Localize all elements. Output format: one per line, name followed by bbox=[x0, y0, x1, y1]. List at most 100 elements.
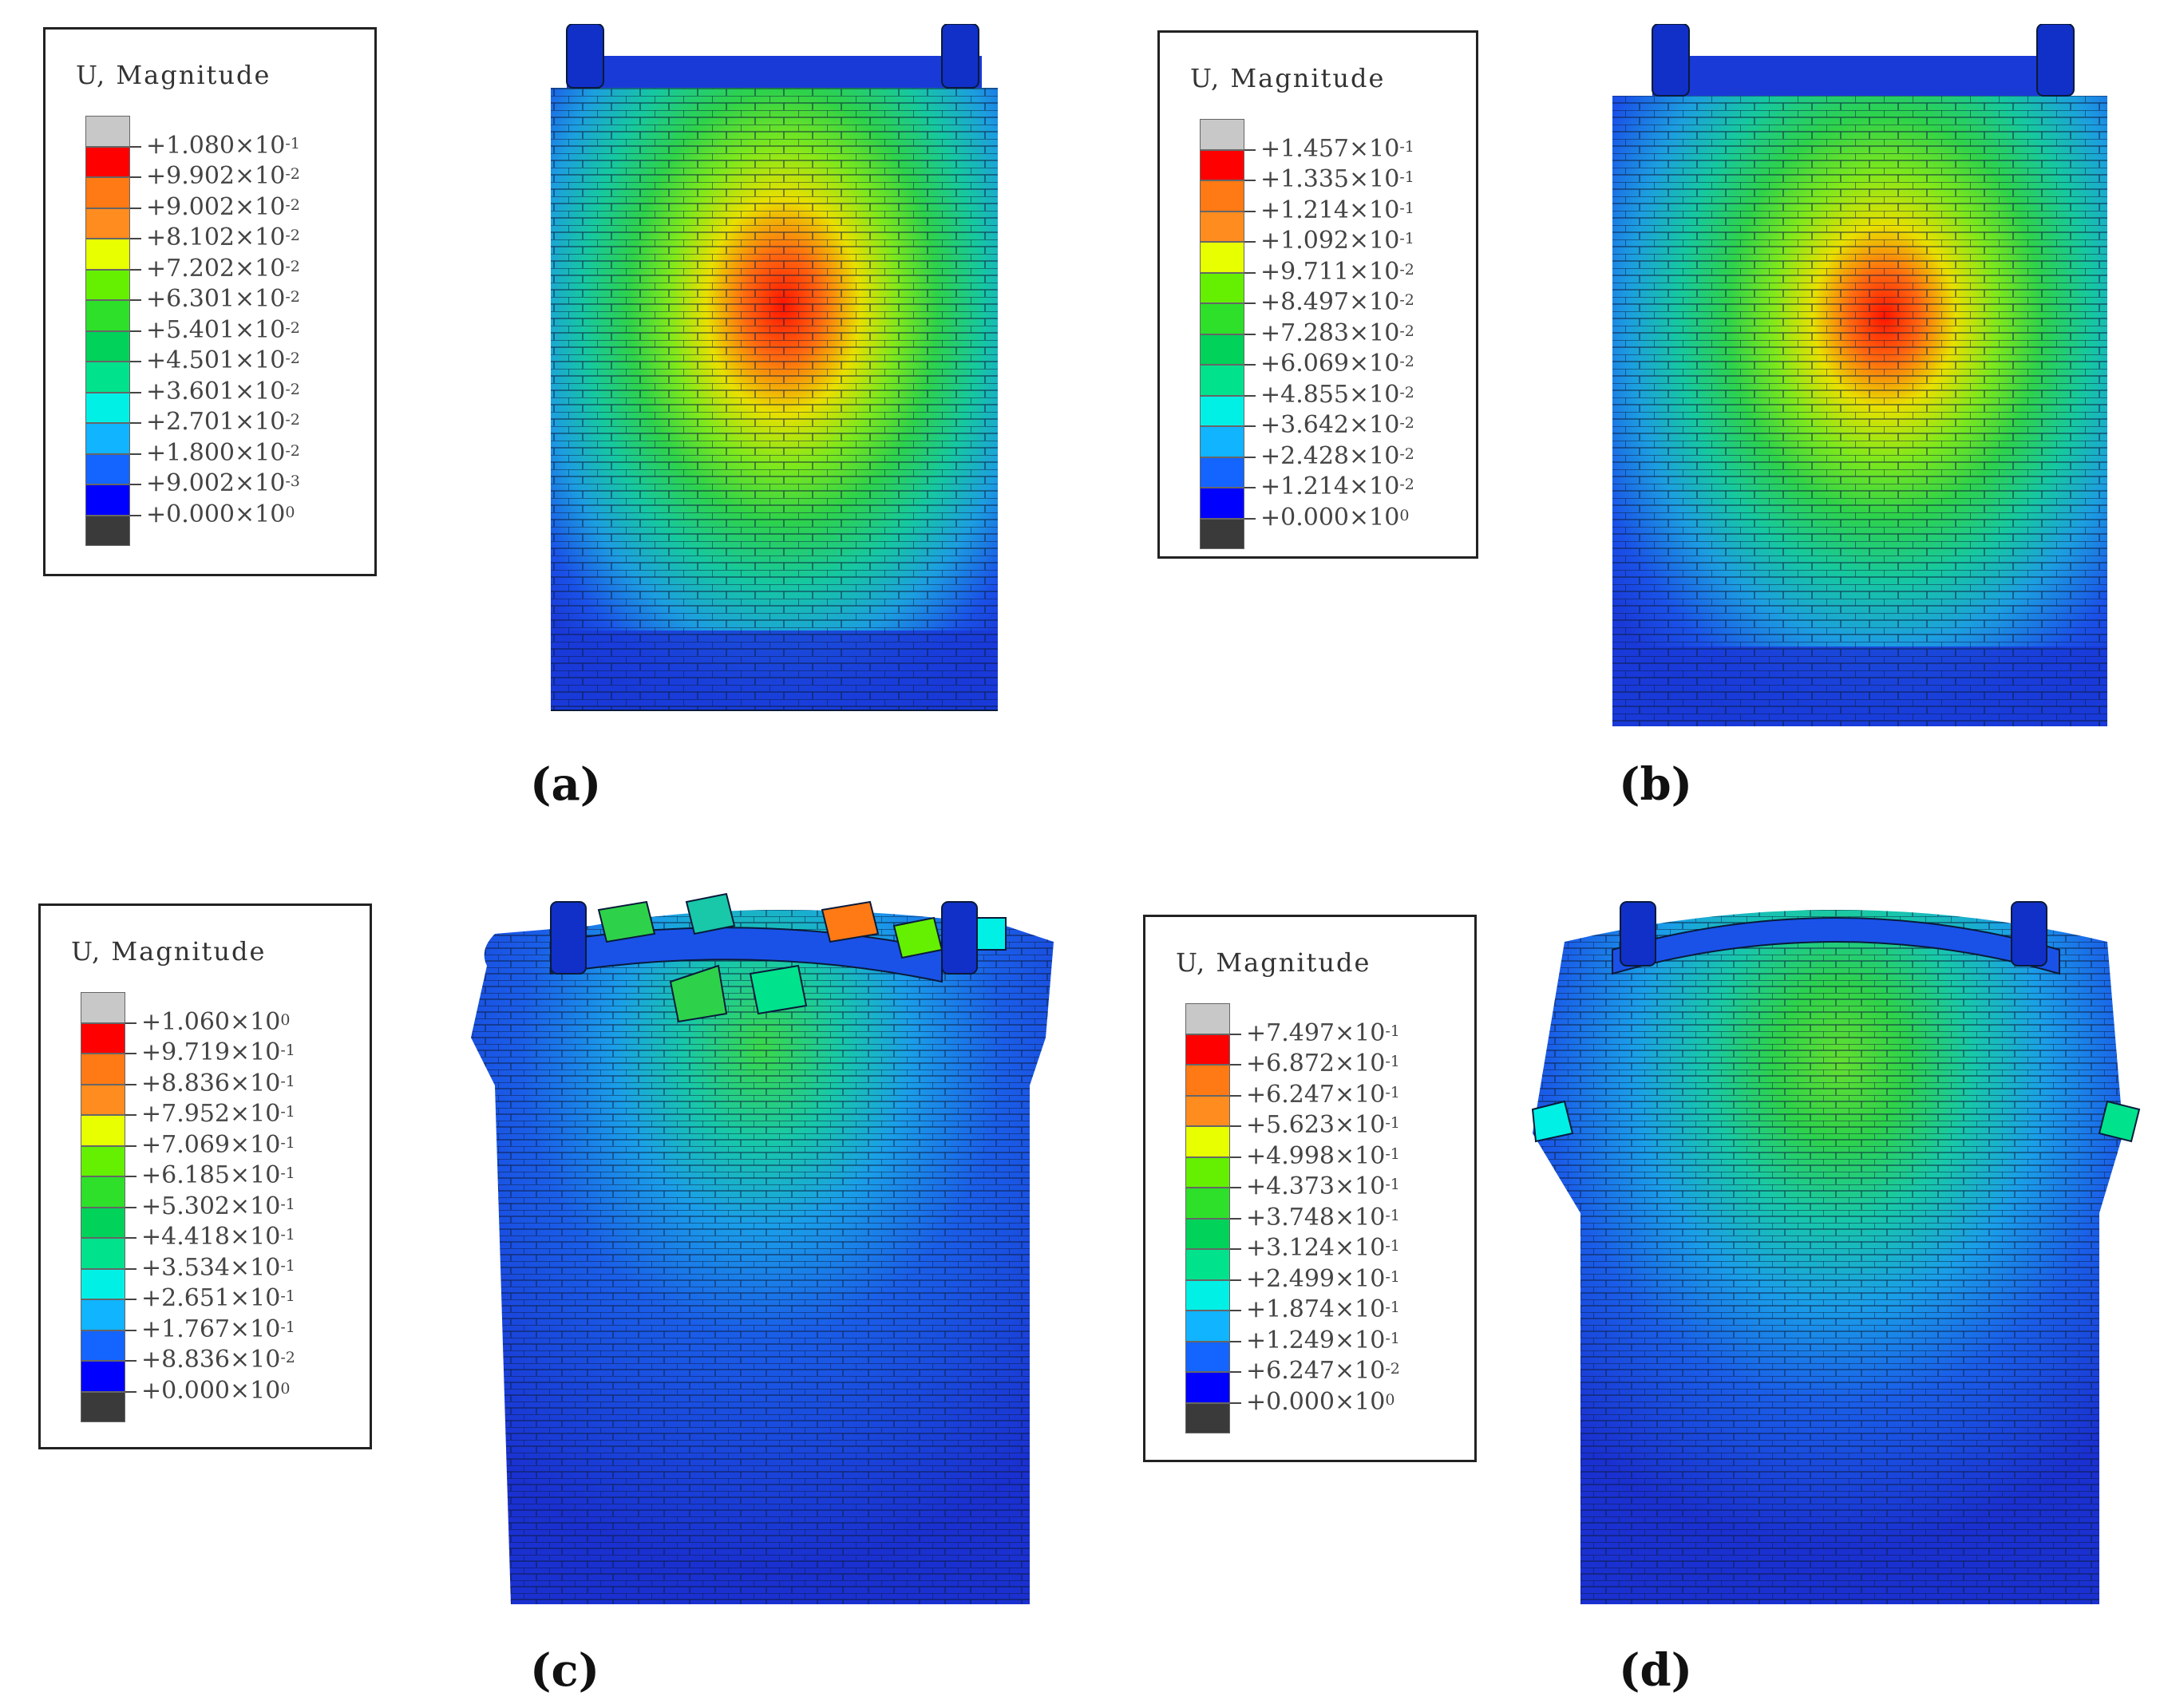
legend-mantissa: +6.872 bbox=[1246, 1050, 1335, 1077]
legend-swatch bbox=[1200, 334, 1244, 365]
legend-entry: +7.202×10-2 bbox=[85, 255, 389, 302]
legend-exponent: 0 bbox=[285, 503, 295, 521]
legend-entry: +1.214×10-1 bbox=[1200, 196, 1503, 243]
legend-label: +1.214×10-1 bbox=[1260, 196, 1414, 226]
legend-times: ×10 bbox=[1335, 1111, 1386, 1139]
legend-swatch bbox=[85, 515, 130, 546]
legend-label: +8.102×10-2 bbox=[146, 223, 300, 253]
legend-mantissa: +7.952 bbox=[141, 1100, 231, 1128]
legend-swatch bbox=[1200, 518, 1244, 549]
legend-entry: +3.534×10-1 bbox=[81, 1254, 384, 1301]
legend-times: ×10 bbox=[230, 1038, 281, 1066]
legend-exponent: -1 bbox=[280, 1164, 295, 1182]
legend-swatch bbox=[81, 1361, 125, 1392]
legend-exponent: -2 bbox=[1399, 476, 1414, 493]
legend-swatch bbox=[81, 1084, 125, 1115]
legend-swatch bbox=[1185, 1095, 1230, 1126]
legend-times: ×10 bbox=[1335, 1326, 1386, 1354]
legend-entry: +0.000×100 bbox=[1185, 1388, 1489, 1435]
legend-exponent: -1 bbox=[1385, 1299, 1400, 1316]
legend-label: +5.623×10-1 bbox=[1246, 1110, 1400, 1141]
legend-tick bbox=[1244, 394, 1256, 397]
legend-swatch bbox=[81, 1176, 125, 1208]
legend-entry: +3.601×10-2 bbox=[85, 378, 389, 425]
legend-tick bbox=[130, 391, 141, 393]
legend-label: +7.202×10-2 bbox=[146, 254, 300, 284]
legend-label: +7.069×10-1 bbox=[141, 1130, 295, 1160]
legend-entry: +1.457×10-1 bbox=[1200, 135, 1503, 182]
legend-mantissa: +5.401 bbox=[146, 315, 235, 344]
legend-exponent: -2 bbox=[1399, 322, 1414, 340]
legend-times: ×10 bbox=[235, 469, 286, 497]
legend-label: +9.902×10-2 bbox=[146, 161, 300, 192]
legend-swatch bbox=[81, 1022, 125, 1054]
legend-exponent: 0 bbox=[1385, 1390, 1395, 1409]
legend-label: +1.249×10-1 bbox=[1246, 1326, 1400, 1356]
legend-swatch bbox=[85, 392, 130, 423]
legend-mantissa: +6.301 bbox=[146, 285, 235, 313]
legend-times: ×10 bbox=[235, 377, 286, 405]
legend-times: ×10 bbox=[1349, 411, 1400, 439]
legend-entry: +8.836×10-2 bbox=[81, 1346, 384, 1393]
legend-times: ×10 bbox=[235, 408, 286, 436]
legend-times: ×10 bbox=[1335, 1172, 1386, 1200]
legend-times: ×10 bbox=[1349, 134, 1400, 163]
legend-tick bbox=[130, 238, 141, 239]
legend-mantissa: +1.080 bbox=[146, 131, 235, 160]
legend-mantissa: +1.767 bbox=[141, 1315, 231, 1343]
legend-times: ×10 bbox=[230, 1192, 281, 1220]
legend-entry: +7.952×10-1 bbox=[81, 1100, 384, 1147]
contour-plot-a bbox=[551, 24, 998, 711]
legend-mantissa: +4.998 bbox=[1246, 1141, 1335, 1170]
legend-tick bbox=[125, 1083, 136, 1085]
legend-entry: +4.501×10-2 bbox=[85, 346, 389, 393]
legend-label: +0.000×100 bbox=[146, 500, 295, 530]
legend-times: ×10 bbox=[230, 1069, 281, 1097]
contour-plot-b bbox=[1612, 24, 2107, 726]
legend-mantissa: +8.497 bbox=[1260, 288, 1350, 316]
legend-label: +1.457×10-1 bbox=[1260, 134, 1414, 164]
legend-times: ×10 bbox=[1335, 1234, 1386, 1262]
legend-mantissa: +7.069 bbox=[141, 1130, 231, 1159]
legend-label: +9.719×10-1 bbox=[141, 1038, 295, 1068]
legend-swatch bbox=[1200, 242, 1244, 273]
legend-mantissa: +1.249 bbox=[1246, 1326, 1335, 1354]
legend-times: ×10 bbox=[230, 1253, 281, 1282]
legend-entry: +1.874×10-1 bbox=[1185, 1295, 1489, 1342]
legend-swatch bbox=[85, 484, 130, 516]
caption-d: (d) bbox=[1619, 1644, 1693, 1697]
legend-swatch bbox=[81, 1145, 125, 1176]
legend-exponent: -1 bbox=[1385, 1176, 1400, 1193]
caption-a: (a) bbox=[530, 758, 602, 811]
legend-times: ×10 bbox=[1349, 441, 1400, 470]
legend-tick bbox=[1230, 1156, 1241, 1158]
legend-entry: +3.124×10-1 bbox=[1185, 1234, 1489, 1281]
legend-label: +1.335×10-1 bbox=[1260, 164, 1414, 195]
legend-exponent: -2 bbox=[1399, 445, 1414, 463]
legend-label: +7.497×10-1 bbox=[1246, 1018, 1400, 1049]
legend-exponent: -1 bbox=[280, 1226, 295, 1243]
legend-exponent: -1 bbox=[1385, 1145, 1400, 1163]
legend-swatch bbox=[1200, 303, 1244, 334]
legend-times: ×10 bbox=[235, 223, 286, 251]
legend-tick bbox=[130, 361, 141, 362]
legend-entry: +8.497×10-2 bbox=[1200, 288, 1503, 335]
legend-exponent: -1 bbox=[285, 134, 300, 152]
legend-entry: +9.719×10-1 bbox=[81, 1038, 384, 1085]
legend-times: ×10 bbox=[230, 1346, 281, 1374]
legend-mantissa: +9.002 bbox=[146, 192, 235, 221]
legend-exponent: -2 bbox=[285, 196, 300, 214]
legend-mantissa: +1.060 bbox=[141, 1007, 231, 1036]
legend-label: +3.748×10-1 bbox=[1246, 1203, 1400, 1233]
legend-label: +6.247×10-1 bbox=[1246, 1080, 1400, 1110]
legend-entry: +4.373×10-1 bbox=[1185, 1172, 1489, 1220]
legend-mantissa: +8.836 bbox=[141, 1346, 231, 1374]
legend-label: +8.497×10-2 bbox=[1260, 287, 1414, 318]
legend-label: +3.534×10-1 bbox=[141, 1253, 295, 1283]
legend-tick bbox=[130, 299, 141, 301]
legend-mantissa: +5.623 bbox=[1246, 1111, 1335, 1139]
legend-mantissa: +7.497 bbox=[1246, 1018, 1335, 1047]
legend-swatch bbox=[1200, 457, 1244, 488]
legend-entry: +1.092×10-1 bbox=[1200, 227, 1503, 274]
legend-exponent: -2 bbox=[1399, 260, 1414, 279]
